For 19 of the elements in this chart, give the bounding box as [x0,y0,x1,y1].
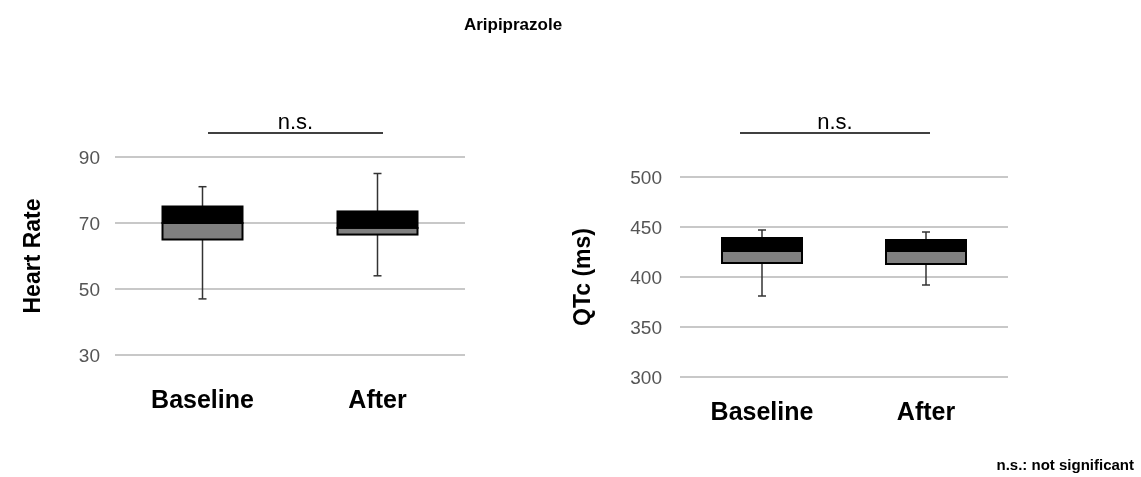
x-tick-label: Baseline [151,385,255,413]
y-tick-label: 30 [78,344,100,366]
y-tick-label: 350 [630,316,662,338]
x-tick-label: After [896,397,956,425]
y-axis-title: QTc (ms) [569,228,596,326]
y-tick-label: 90 [78,146,100,168]
y-tick-label: 500 [630,166,662,188]
text: n.s.: not significant [996,456,1134,473]
x-tick-label: Baseline [710,397,814,425]
y-axis-title: Heart Rate [19,198,46,314]
text: n.s. [817,109,853,134]
text: n.s. [277,109,314,134]
y-tick-label: 300 [630,366,662,388]
y-tick-label: 450 [630,216,662,238]
y-tick-label: 70 [78,212,100,234]
text: Aripiprazole [463,15,563,34]
y-tick-label: 400 [630,266,662,288]
x-tick-label: After [348,385,407,413]
y-tick-label: 50 [78,278,100,300]
